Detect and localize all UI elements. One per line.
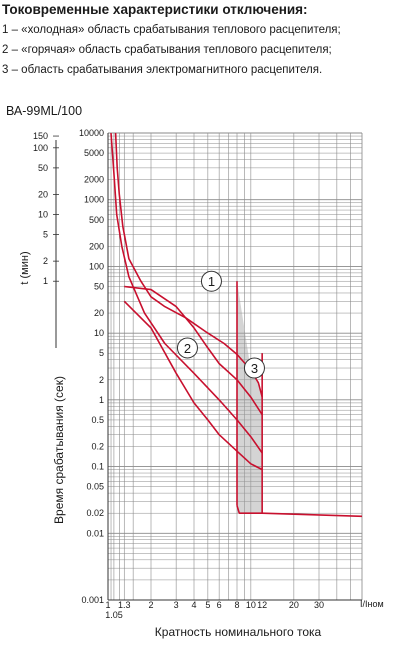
legend-line-1: 1 – «холодная» область срабатывания тепл… (2, 24, 341, 36)
curve-2-hot (110, 132, 263, 454)
x-axis-unit: I/Iном (360, 599, 384, 609)
y-tick-label-seconds: 0.02 (86, 508, 104, 518)
y-tick-label-seconds: 0.5 (91, 415, 104, 425)
y-tick-label-seconds: 5000 (84, 148, 104, 158)
x-tick-label: 30 (314, 600, 324, 610)
x-tick-label: 5 (205, 600, 210, 610)
annotation-label: 2 (184, 341, 191, 356)
y-tick-label-minutes: 10 (38, 210, 48, 220)
annotation-circle (176, 337, 198, 359)
x-tick-label: 20 (289, 600, 299, 610)
curve-instant-tail (236, 505, 363, 518)
annotation-circle (243, 357, 265, 379)
y-tick-label-seconds: 1 (99, 395, 104, 405)
y-tick-label-seconds: 1000 (84, 195, 104, 205)
y-tick-label-seconds: 200 (89, 241, 104, 251)
y-axis-label-minutes: t (мин) (19, 251, 31, 284)
annotation-label: 3 (251, 361, 258, 376)
chart-grid (55, 132, 363, 601)
x-tick-label: 3 (174, 600, 179, 610)
curve-thermal-upper (124, 285, 263, 416)
y-tick-label-seconds: 10 (94, 328, 104, 338)
annotation-circle (200, 270, 222, 292)
annotation-label: 1 (208, 274, 215, 289)
region-3-shading (237, 281, 263, 514)
y-tick-label-minutes: 5 (43, 230, 48, 240)
x-tick-label: 1 (105, 600, 110, 610)
x-tick-label: 10 (246, 600, 256, 610)
y-tick-label-minutes: 150 (33, 131, 48, 141)
y-tick-label-seconds: 0.01 (86, 528, 104, 538)
y-tick-label-seconds: 0.001 (81, 595, 104, 605)
chart-ticks: 11.051.3 2 3 4 5 6 8 10 12 20 30100005000200010005… (33, 128, 324, 620)
y-tick-label-seconds: 2000 (84, 175, 104, 185)
x-tick-label: 8 (234, 600, 239, 610)
legend-line-2: 2 – «горячая» область срабатывания тепло… (2, 44, 332, 56)
y-tick-label-minutes: 20 (38, 189, 48, 199)
y-tick-label-seconds: 50 (94, 282, 104, 292)
x-tick-label: 1.05 (105, 610, 123, 620)
y-tick-label-seconds: 10000 (79, 128, 104, 138)
y-tick-label-seconds: 20 (94, 308, 104, 318)
legend-line-3: 3 – область срабатывания электромагнитно… (2, 64, 323, 76)
curve-thermal-lower (123, 300, 263, 471)
x-tick-label: 12 (257, 600, 267, 610)
y-tick-label-minutes: 100 (33, 143, 48, 153)
x-tick-label: 2 (148, 600, 153, 610)
y-tick-label-minutes: 1 (43, 276, 48, 286)
x-tick-label: 4 (191, 600, 196, 610)
x-tick-label: 1.3 (118, 600, 131, 610)
x-axis-label: Кратность номинального тока (155, 625, 322, 639)
chart-annotations: 1 2 3 (176, 270, 265, 379)
y-tick-label-seconds: 5 (99, 348, 104, 358)
model-name: ВА-99ML/100 (6, 104, 83, 118)
chart-curves (110, 132, 363, 518)
y-tick-label-seconds: 0.2 (91, 441, 104, 451)
y-tick-label-minutes: 50 (38, 163, 48, 173)
y-tick-label-seconds: 0.05 (86, 482, 104, 492)
y-tick-label-seconds: 0.1 (91, 462, 104, 472)
x-tick-label: 6 (217, 600, 222, 610)
page-title: Токовременные характеристики отключения: (2, 2, 308, 17)
y-tick-label-minutes: 2 (43, 256, 48, 266)
y-tick-label-seconds: 500 (89, 215, 104, 225)
y-tick-label-seconds: 100 (89, 261, 104, 271)
y-axis-label-seconds: Время срабатывания (сек) (52, 376, 66, 524)
y-tick-label-seconds: 2 (99, 375, 104, 385)
chart-regions (237, 281, 263, 514)
